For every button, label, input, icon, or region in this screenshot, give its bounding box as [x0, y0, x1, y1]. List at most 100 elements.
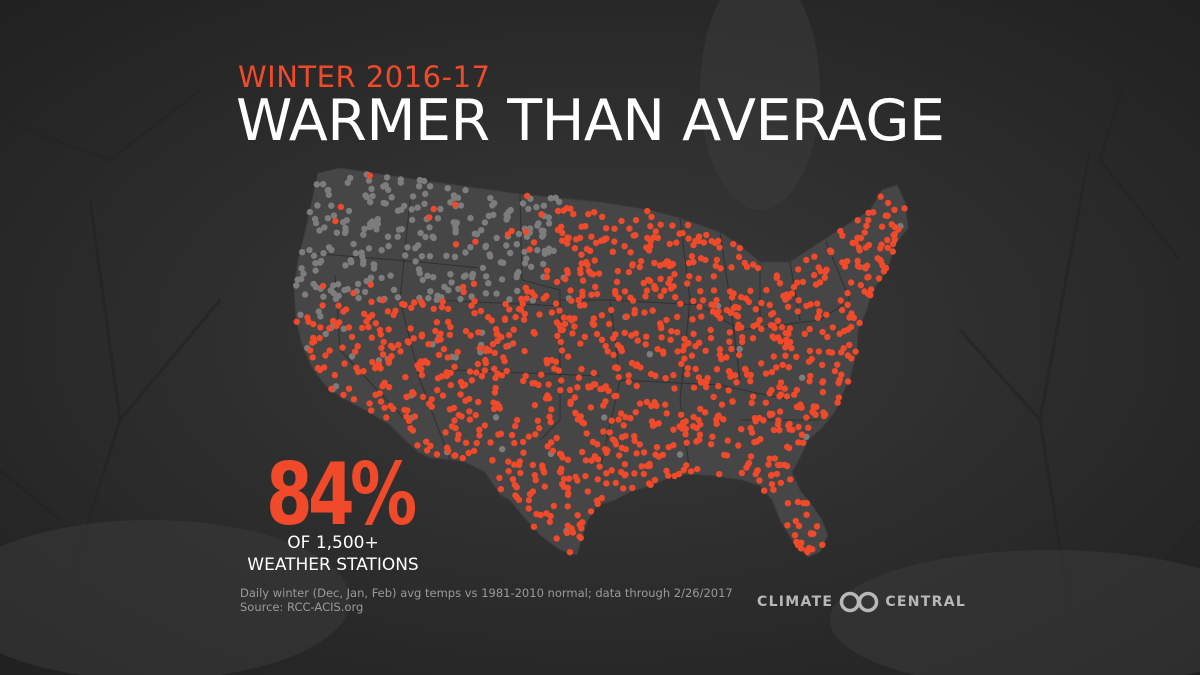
stations-warmer-than-average	[293, 172, 908, 556]
station-dot-warmer	[644, 207, 651, 215]
station-dot-warmer	[829, 324, 836, 331]
station-dot-warmer	[704, 374, 711, 382]
station-dot-warmer	[331, 371, 338, 379]
station-dot-warmer	[380, 338, 387, 346]
station-dot-other	[506, 296, 513, 303]
station-dot-warmer	[559, 326, 566, 333]
station-dot-warmer	[419, 393, 427, 401]
station-dot-warmer	[686, 273, 693, 280]
station-dot-warmer	[524, 192, 531, 200]
station-dot-warmer	[547, 512, 554, 520]
station-dot-warmer	[395, 341, 402, 348]
station-dot-warmer	[875, 275, 883, 282]
station-dot-other	[445, 287, 452, 294]
station-dot-warmer	[543, 273, 551, 281]
station-dot-warmer	[553, 319, 561, 326]
station-dot-warmer	[606, 429, 613, 436]
station-dot-warmer	[713, 296, 720, 304]
station-dot-warmer	[788, 290, 796, 297]
station-dot-warmer	[531, 472, 538, 479]
station-dot-warmer	[774, 317, 782, 324]
station-dot-warmer	[622, 446, 629, 453]
station-dot-warmer	[419, 359, 426, 366]
station-dot-warmer	[874, 255, 881, 262]
station-dot-other	[534, 247, 541, 254]
station-dot-warmer	[695, 374, 703, 381]
station-dot-warmer	[770, 486, 777, 493]
station-dot-warmer	[341, 360, 348, 367]
station-dot-warmer	[812, 411, 819, 418]
station-dot-warmer	[462, 397, 469, 404]
station-dot-warmer	[631, 437, 638, 445]
station-dot-warmer	[457, 391, 464, 398]
station-dot-warmer	[836, 330, 843, 337]
station-dot-warmer	[690, 258, 697, 266]
station-dot-warmer	[513, 484, 520, 491]
station-dot-warmer	[756, 477, 763, 484]
station-dot-warmer	[444, 354, 451, 361]
station-dot-other	[525, 205, 532, 213]
station-dot-warmer	[385, 326, 392, 333]
station-dot-warmer	[581, 301, 588, 309]
station-dot-warmer	[340, 391, 347, 399]
station-dot-warmer	[510, 340, 517, 347]
station-dot-warmer	[476, 426, 483, 433]
station-dot-warmer	[810, 530, 817, 537]
station-dot-warmer	[459, 454, 466, 462]
station-dot-other	[322, 330, 329, 338]
station-dot-warmer	[410, 335, 417, 342]
station-dot-other	[342, 224, 349, 232]
station-dot-warmer	[548, 309, 556, 316]
station-dot-warmer	[602, 342, 609, 350]
station-dot-warmer	[388, 352, 395, 360]
station-dot-warmer	[593, 290, 601, 298]
station-dot-other	[324, 215, 332, 222]
station-dot-warmer	[689, 316, 696, 323]
station-dot-warmer	[577, 534, 584, 542]
station-dot-warmer	[789, 426, 796, 434]
station-dot-warmer	[726, 329, 733, 336]
station-dot-other	[387, 272, 394, 279]
station-dot-warmer	[681, 342, 688, 349]
station-dot-warmer	[884, 244, 891, 251]
station-dot-warmer	[379, 297, 386, 304]
station-dot-warmer	[677, 300, 684, 307]
station-dot-other	[361, 225, 368, 232]
station-dot-warmer	[658, 324, 665, 332]
station-dot-warmer	[467, 332, 474, 339]
station-dot-warmer	[626, 225, 633, 232]
station-dot-other	[310, 252, 318, 259]
station-dot-warmer	[710, 273, 717, 280]
station-dot-warmer	[798, 404, 805, 411]
station-dot-warmer	[743, 371, 751, 378]
station-dot-warmer	[777, 479, 784, 487]
station-dot-warmer	[776, 427, 783, 434]
station-dot-warmer	[754, 264, 762, 272]
station-dot-warmer	[725, 387, 732, 394]
station-dot-warmer	[369, 311, 376, 319]
station-dot-warmer	[776, 280, 784, 287]
station-dot-warmer	[716, 351, 724, 358]
station-dot-warmer	[777, 379, 785, 386]
station-dot-warmer	[625, 378, 632, 385]
station-dot-warmer	[525, 433, 532, 440]
station-dot-other	[499, 445, 506, 453]
station-dot-other	[298, 265, 305, 272]
station-dot-warmer	[633, 450, 640, 457]
station-dot-warmer	[541, 469, 548, 476]
station-dot-warmer	[742, 366, 749, 373]
station-dot-other	[390, 286, 398, 293]
station-dot-warmer	[710, 393, 717, 401]
station-dot-warmer	[455, 431, 462, 438]
station-dot-other	[482, 273, 490, 280]
station-dot-warmer	[588, 233, 595, 240]
station-dot-warmer	[702, 347, 709, 354]
station-dot-warmer	[560, 475, 568, 483]
station-dot-warmer	[578, 223, 585, 230]
station-dot-warmer	[674, 348, 681, 355]
station-dot-warmer	[570, 210, 577, 218]
station-dot-warmer	[508, 227, 515, 235]
station-dot-warmer	[703, 231, 710, 239]
station-dot-warmer	[571, 245, 579, 252]
station-dot-warmer	[782, 352, 789, 359]
